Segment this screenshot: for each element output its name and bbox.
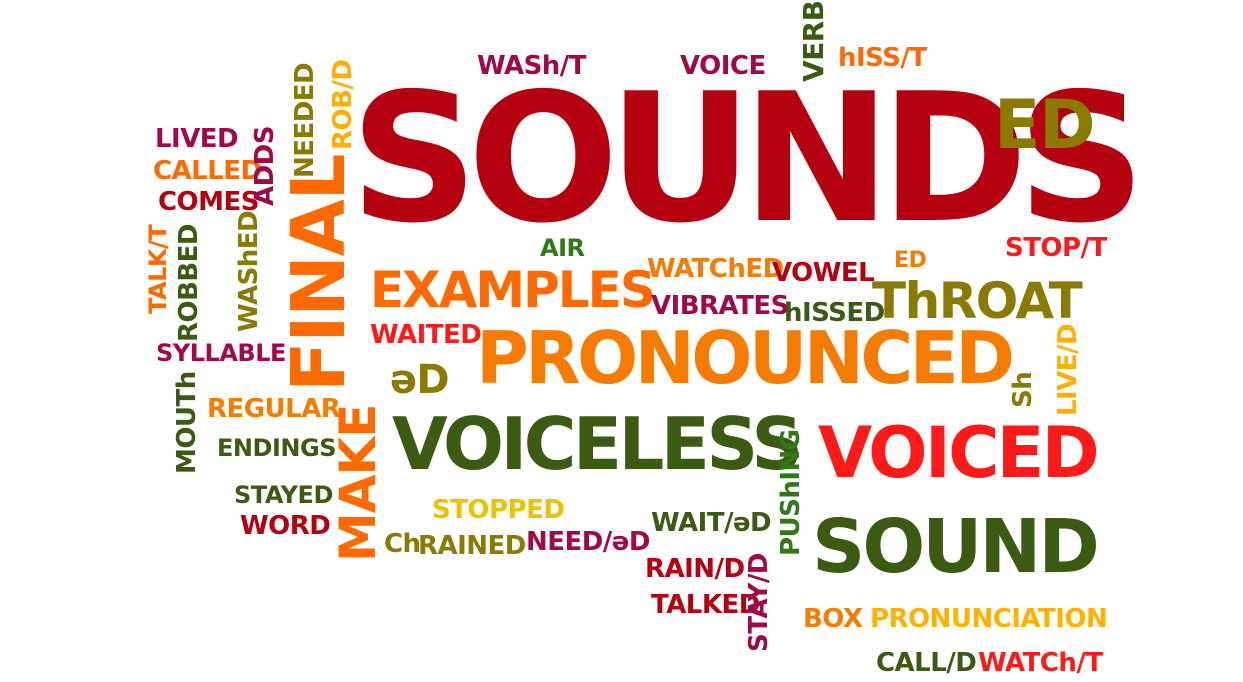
word-endings: ENDINGS <box>217 434 337 462</box>
word-called: CALLED <box>153 156 262 186</box>
word-live-d: LIVE/D <box>1053 323 1083 416</box>
word-mouth: MOUTh <box>172 371 202 474</box>
word-ch: Ch <box>384 529 421 559</box>
word-watched: WATChED <box>647 254 784 284</box>
word-schwa-d: əD <box>390 357 450 403</box>
word-waited: WAITED <box>370 320 482 350</box>
word-pronunciation: PRONUNCIATION <box>870 604 1108 634</box>
word-stopped: STOPPED <box>432 495 565 525</box>
word-sound: SOUND <box>812 504 1100 590</box>
word-rained: RAINED <box>418 531 526 561</box>
word-vowel: VOWEL <box>772 258 875 288</box>
word-need-d: NEED/əD <box>526 527 650 557</box>
word-wash-t: WASh/T <box>477 51 587 81</box>
word-washed: WAShED <box>234 210 264 332</box>
word-needed: NEEDED <box>290 62 320 178</box>
word-stop-t: STOP/T <box>1005 233 1107 263</box>
word-talk-t: TALK/T <box>144 224 172 314</box>
word-rob-d: ROB/D <box>328 59 358 150</box>
word-ed-large: ED <box>994 86 1096 165</box>
word-sh: Sh <box>1008 371 1038 408</box>
word-adds: ADDS <box>250 126 280 206</box>
word-examples: EXAMPLES <box>370 261 656 319</box>
word-watch-t: WATCh/T <box>978 648 1103 678</box>
word-pushing: PUShING <box>776 429 806 556</box>
word-pronounced: PRONOUNCED <box>476 316 1015 400</box>
word-final: FINAL <box>276 154 362 392</box>
word-air: AIR <box>540 234 585 262</box>
word-syllable: SYLLABLE <box>156 339 286 367</box>
word-robbed: ROBBED <box>174 224 204 342</box>
word-sounds: SOUNDS <box>350 55 1146 262</box>
word-voiced: VOICED <box>818 412 1100 494</box>
word-make: MAKE <box>329 404 387 562</box>
word-lived: LIVED <box>155 124 239 154</box>
word-word: WORD <box>240 511 331 541</box>
word-voiceless: VOICELESS <box>392 402 803 486</box>
word-stayed: STAYED <box>234 481 333 509</box>
word-hissed: hISSED <box>784 298 885 328</box>
word-throat: ThROAT <box>872 272 1083 330</box>
word-hiss-t: hISS/T <box>838 43 927 73</box>
word-rain-d: RAIN/D <box>645 554 745 584</box>
word-verbs: VERBS <box>797 0 830 82</box>
word-box: BOX <box>803 604 863 634</box>
word-talked: TALKED <box>651 590 760 620</box>
word-regular: REGULAR <box>207 394 341 424</box>
word-call-d: CALL/D <box>876 648 977 678</box>
word-vibrates: VIBRATES <box>651 291 789 321</box>
word-stay-d: STAY/D <box>744 553 774 652</box>
word-comes: COMES <box>158 187 259 217</box>
word-ed-small: ED <box>894 248 927 273</box>
word-wait-d: WAIT/əD <box>651 508 772 538</box>
word-voice: VOICE <box>680 51 766 81</box>
